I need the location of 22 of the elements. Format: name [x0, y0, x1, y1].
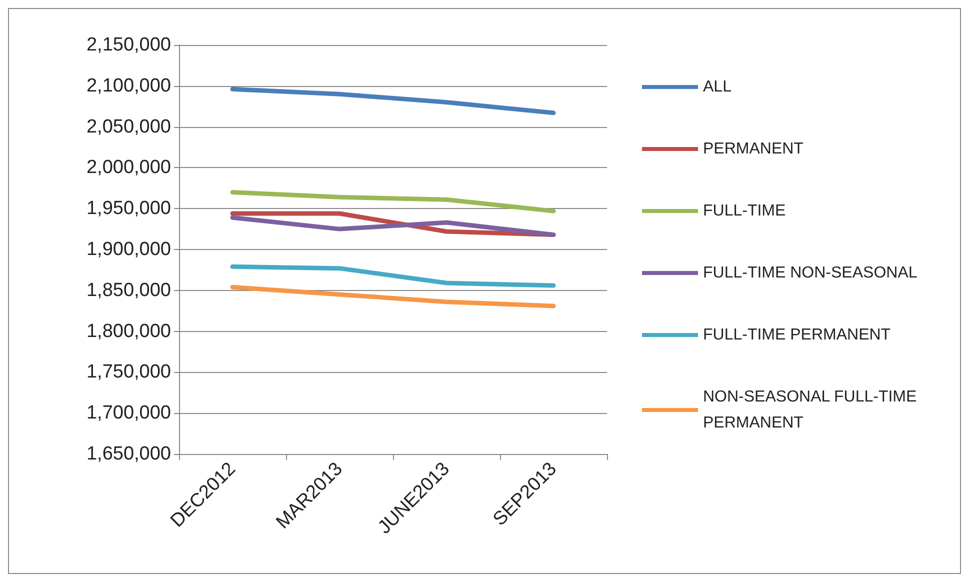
legend-label: NON-SEASONAL FULL-TIME PERMANENT: [703, 388, 922, 432]
legend-label: FULL-TIME NON-SEASONAL: [703, 264, 918, 282]
y-tick-label: 1,650,000: [86, 444, 171, 464]
y-tick-label: 2,100,000: [86, 75, 171, 96]
y-tick-label: 1,700,000: [86, 402, 171, 424]
line-series: [230, 190, 556, 214]
y-tick-label: 2,150,000: [86, 34, 171, 56]
line-series: [230, 86, 556, 116]
legend-label: FULL-TIME PERMANENT: [703, 326, 891, 344]
legend-label: PERMANENT: [703, 140, 804, 158]
legend-label: FULL-TIME: [703, 202, 786, 220]
y-tick-label: 2,000,000: [86, 157, 171, 178]
y-tick-label: 1,900,000: [86, 239, 171, 260]
line-series: [230, 264, 556, 288]
line-series: [230, 284, 556, 308]
y-tick-label: 1,950,000: [86, 198, 171, 220]
y-tick-label: 2,050,000: [86, 116, 171, 138]
line-series: [230, 215, 556, 238]
legend-label: ALL: [703, 78, 732, 96]
y-tick-label: 1,800,000: [86, 320, 171, 342]
y-tick-label: 1,750,000: [86, 362, 171, 383]
y-tick-label: 1,850,000: [86, 280, 171, 301]
